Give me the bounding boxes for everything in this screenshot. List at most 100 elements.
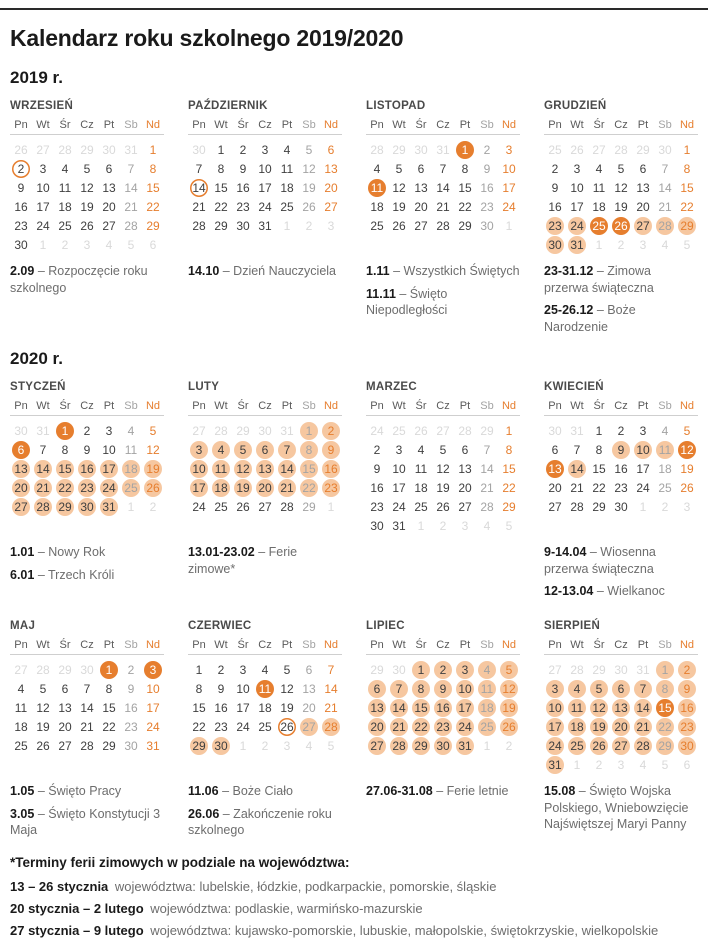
note-text: – Trzech Króli bbox=[34, 567, 115, 582]
day-number: 15 bbox=[502, 461, 516, 476]
day-number: 6 bbox=[256, 440, 274, 459]
day-number: 17 bbox=[636, 461, 650, 476]
day-number: 3 bbox=[639, 237, 647, 252]
day-cell: 31 bbox=[254, 216, 276, 235]
day-cell: 18 bbox=[120, 459, 142, 478]
weeks-grid: 30 31 1 2 3 4 5 6 7 8 9 10 11 12 13 14 15 16 17 18 19 20 21 22 2… bbox=[10, 421, 164, 535]
day-number: 29 bbox=[412, 736, 430, 755]
note-text: – Rozpoczęcie roku szkolnego bbox=[10, 264, 148, 295]
day-number: 10 bbox=[502, 161, 516, 176]
day-cell: 27 bbox=[610, 736, 632, 755]
note-text: – Święto Konstytucji 3 Maja bbox=[10, 806, 161, 838]
day-number: 30 bbox=[80, 662, 94, 677]
day-number: 1 bbox=[412, 660, 430, 679]
weekday-label: Sb bbox=[124, 400, 138, 412]
week-row: 10 11 12 13 14 15 16 bbox=[544, 698, 698, 717]
day-number: 20 bbox=[12, 478, 30, 497]
day-number: 28 bbox=[34, 497, 52, 516]
note-date: 12-13.04 bbox=[544, 584, 594, 598]
note-date: 14.10 bbox=[188, 264, 220, 278]
day-cell: 31 bbox=[632, 660, 654, 679]
week-row: 29 30 1 2 3 4 5 bbox=[188, 736, 342, 755]
day-cell: 19 bbox=[142, 459, 164, 478]
footnote-dates: 13 – 26 stycznia bbox=[10, 879, 109, 894]
day-number: 11 bbox=[368, 178, 386, 197]
day-cell: 18 bbox=[54, 197, 76, 216]
day-number: 8 bbox=[300, 440, 318, 459]
weekday-label: Sb bbox=[480, 119, 494, 131]
note-text: – Święto Pracy bbox=[34, 784, 122, 798]
day-cell: 12 bbox=[76, 178, 98, 197]
day-cell: 1 bbox=[410, 516, 432, 535]
day-cell: 15 bbox=[498, 459, 520, 478]
day-cell: 12 bbox=[276, 679, 298, 698]
day-number: 25 bbox=[590, 216, 608, 235]
week-row: 23 24 25 26 27 28 29 bbox=[366, 497, 520, 516]
month-kwiecień: KWIECIEŃ Pn Wt Śr Cz Pt Sb Nd 30 31 1 2 3 4 5 6 7 8 9 10 11 1… bbox=[544, 375, 698, 602]
day-number: 25 bbox=[414, 499, 428, 514]
day-number: 12 bbox=[614, 180, 628, 195]
weekday-label: Nd bbox=[145, 119, 161, 131]
day-number: 14 bbox=[190, 179, 208, 197]
day-cell: 30 bbox=[432, 736, 454, 755]
day-number: 30 bbox=[548, 423, 562, 438]
weekday-label: Wt bbox=[392, 639, 406, 651]
day-cell: 13 bbox=[366, 698, 388, 717]
day-number: 18 bbox=[212, 478, 230, 497]
day-number: 23 bbox=[236, 199, 250, 214]
day-number: 19 bbox=[590, 717, 608, 736]
day-number: 1 bbox=[127, 499, 135, 514]
day-number: 31 bbox=[100, 497, 118, 516]
day-number: 11 bbox=[414, 461, 428, 476]
month-notes: 14.10 – Dzień Nauczyciela bbox=[188, 263, 342, 321]
day-cell: 3 bbox=[232, 660, 254, 679]
day-number: 1 bbox=[456, 140, 474, 159]
footnote-row: 20 stycznia – 2 lutego województwa: podl… bbox=[10, 901, 698, 916]
day-cell: 21 bbox=[632, 717, 654, 736]
day-cell: 30 bbox=[610, 497, 632, 516]
day-number: 7 bbox=[439, 161, 447, 176]
day-cell: 1 bbox=[588, 421, 610, 440]
day-number: 1 bbox=[300, 421, 318, 440]
holiday-note: 26.06 – Zakończenie roku szkolnego bbox=[188, 806, 342, 839]
day-number: 6 bbox=[683, 757, 691, 772]
day-cell: 4 bbox=[10, 679, 32, 698]
day-cell: 20 bbox=[366, 717, 388, 736]
day-number: 10 bbox=[456, 679, 474, 698]
day-number: 23 bbox=[370, 499, 384, 514]
day-number: 19 bbox=[680, 461, 694, 476]
day-number: 14 bbox=[480, 461, 494, 476]
day-number: 27 bbox=[58, 738, 72, 753]
day-cell: 22 bbox=[188, 717, 210, 736]
day-cell: 20 bbox=[410, 197, 432, 216]
day-cell: 1 bbox=[498, 216, 520, 235]
day-cell: 27 bbox=[32, 140, 54, 159]
day-cell: 10 bbox=[632, 440, 654, 459]
day-number: 4 bbox=[105, 237, 113, 252]
month-listopad: LISTOPAD Pn Wt Śr Cz Pt Sb Nd 28 29 30 31 1 2 3 4 5 6 7 8 9 1… bbox=[366, 94, 520, 341]
day-number: 1 bbox=[417, 518, 425, 533]
day-cell: 20 bbox=[610, 717, 632, 736]
weeks-grid: 30 31 1 2 3 4 5 6 7 8 9 10 11 12 13 14 15 16 17 18 19 20 21 22 2… bbox=[544, 421, 698, 535]
day-number: 17 bbox=[502, 180, 516, 195]
day-cell: 27 bbox=[98, 216, 120, 235]
day-cell: 22 bbox=[142, 197, 164, 216]
month-notes: 9-14.04 – Wiosenna przerwa świąteczna 12-… bbox=[544, 544, 698, 602]
day-number: 31 bbox=[456, 736, 474, 755]
day-cell: 9 bbox=[120, 679, 142, 698]
day-cell: 4 bbox=[254, 660, 276, 679]
weekday-label: Sb bbox=[480, 400, 494, 412]
day-number: 30 bbox=[102, 142, 116, 157]
day-cell: 27 bbox=[454, 497, 476, 516]
day-number: 19 bbox=[36, 719, 50, 734]
day-cell: 9 bbox=[320, 440, 342, 459]
day-cell: 1 bbox=[588, 235, 610, 254]
day-cell: 11 bbox=[566, 698, 588, 717]
day-number: 10 bbox=[36, 180, 50, 195]
day-number: 11 bbox=[592, 180, 606, 195]
day-number: 2 bbox=[373, 442, 381, 457]
note-date: 11.11 bbox=[366, 286, 396, 301]
weekday-label: Wt bbox=[392, 400, 406, 412]
day-number: 3 bbox=[144, 660, 162, 679]
day-cell: 26 bbox=[432, 497, 454, 516]
